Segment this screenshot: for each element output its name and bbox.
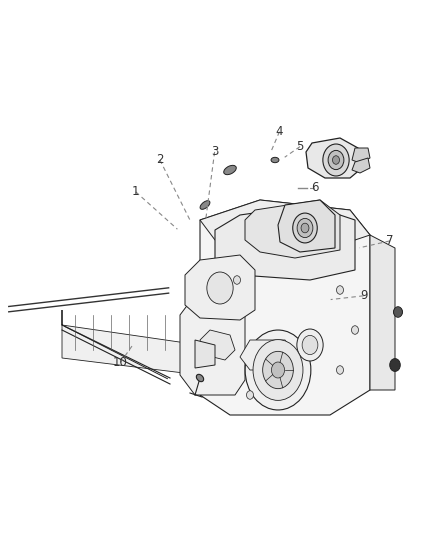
Circle shape <box>302 335 318 354</box>
Polygon shape <box>200 200 370 240</box>
Polygon shape <box>306 138 362 178</box>
Text: 1: 1 <box>132 185 140 198</box>
Circle shape <box>328 150 344 169</box>
Circle shape <box>336 366 343 374</box>
Ellipse shape <box>271 157 279 163</box>
Circle shape <box>293 213 317 243</box>
Text: 7: 7 <box>386 235 394 247</box>
Circle shape <box>207 272 233 304</box>
Polygon shape <box>278 200 335 252</box>
Text: 2: 2 <box>156 154 164 166</box>
Circle shape <box>247 391 254 399</box>
Text: 4: 4 <box>276 125 283 138</box>
Text: 3: 3 <box>211 146 218 158</box>
Polygon shape <box>370 235 395 390</box>
Circle shape <box>297 219 313 238</box>
Ellipse shape <box>224 165 236 175</box>
Ellipse shape <box>200 200 210 209</box>
Circle shape <box>301 223 309 233</box>
Polygon shape <box>200 200 370 415</box>
Circle shape <box>332 156 339 164</box>
Polygon shape <box>195 340 215 368</box>
Polygon shape <box>352 148 370 163</box>
Polygon shape <box>180 290 245 395</box>
Circle shape <box>336 286 343 294</box>
Circle shape <box>233 276 240 284</box>
Circle shape <box>394 306 403 317</box>
Circle shape <box>390 359 400 372</box>
Text: 9: 9 <box>360 289 367 302</box>
Circle shape <box>272 362 285 378</box>
Circle shape <box>352 326 359 334</box>
Circle shape <box>297 329 323 361</box>
Text: 6: 6 <box>311 181 318 194</box>
Text: 10: 10 <box>113 356 128 369</box>
Ellipse shape <box>196 374 204 382</box>
Polygon shape <box>200 330 235 360</box>
Polygon shape <box>215 205 355 280</box>
Text: 5: 5 <box>297 140 304 153</box>
Polygon shape <box>352 158 370 173</box>
Circle shape <box>253 340 303 400</box>
Circle shape <box>263 351 293 389</box>
Polygon shape <box>245 200 340 258</box>
Polygon shape <box>185 255 255 320</box>
Circle shape <box>245 330 311 410</box>
Polygon shape <box>62 310 220 375</box>
Polygon shape <box>240 340 295 370</box>
Ellipse shape <box>394 308 403 316</box>
Circle shape <box>323 144 349 176</box>
